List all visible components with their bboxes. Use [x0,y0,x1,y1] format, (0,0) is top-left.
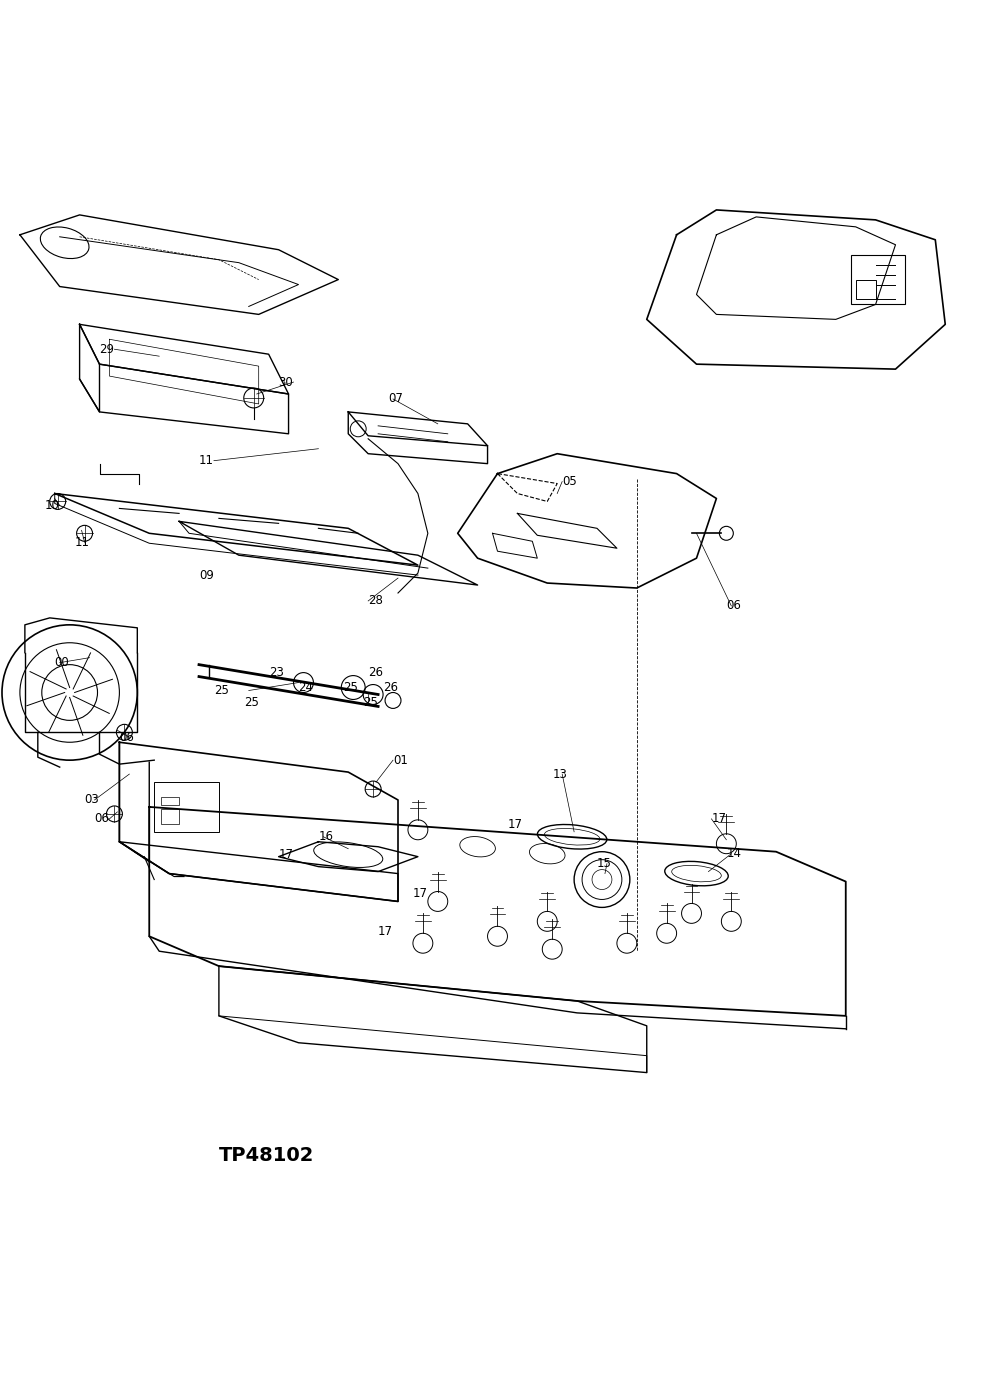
Text: 30: 30 [278,375,293,389]
Text: 15: 15 [596,857,611,870]
Text: 11: 11 [199,454,214,467]
Bar [855,280,875,299]
Text: 25: 25 [363,695,378,709]
Bar [161,809,179,824]
Text: 13: 13 [552,767,567,781]
Text: 06: 06 [726,600,741,612]
Text: 24: 24 [298,681,313,694]
Text: 17: 17 [413,886,427,900]
Text: 23: 23 [268,666,283,679]
Text: 25: 25 [343,681,358,694]
Bar [154,783,219,832]
Text: 14: 14 [726,848,741,860]
Text: 17: 17 [507,819,522,831]
Text: 11: 11 [75,536,89,548]
Text: 26: 26 [368,666,383,679]
Text: 05: 05 [562,475,577,488]
Text: 00: 00 [55,656,70,669]
Text: 10: 10 [45,499,60,512]
Text: 26: 26 [383,681,398,694]
Text: 25: 25 [214,684,229,697]
Text: 17: 17 [278,848,293,861]
Text: TP48102: TP48102 [219,1147,314,1165]
Text: 28: 28 [368,594,383,608]
Text: 09: 09 [199,569,214,582]
Text: 17: 17 [378,925,393,938]
Bar [850,255,905,305]
Text: 06: 06 [119,731,134,744]
Text: 07: 07 [388,392,403,406]
Bar [161,796,179,805]
Text: 29: 29 [99,342,114,356]
Text: 25: 25 [244,695,258,709]
Text: 01: 01 [393,753,408,767]
Text: 06: 06 [94,813,109,825]
Text: 16: 16 [318,830,333,843]
Text: 03: 03 [84,794,99,806]
Text: 17: 17 [711,813,726,825]
